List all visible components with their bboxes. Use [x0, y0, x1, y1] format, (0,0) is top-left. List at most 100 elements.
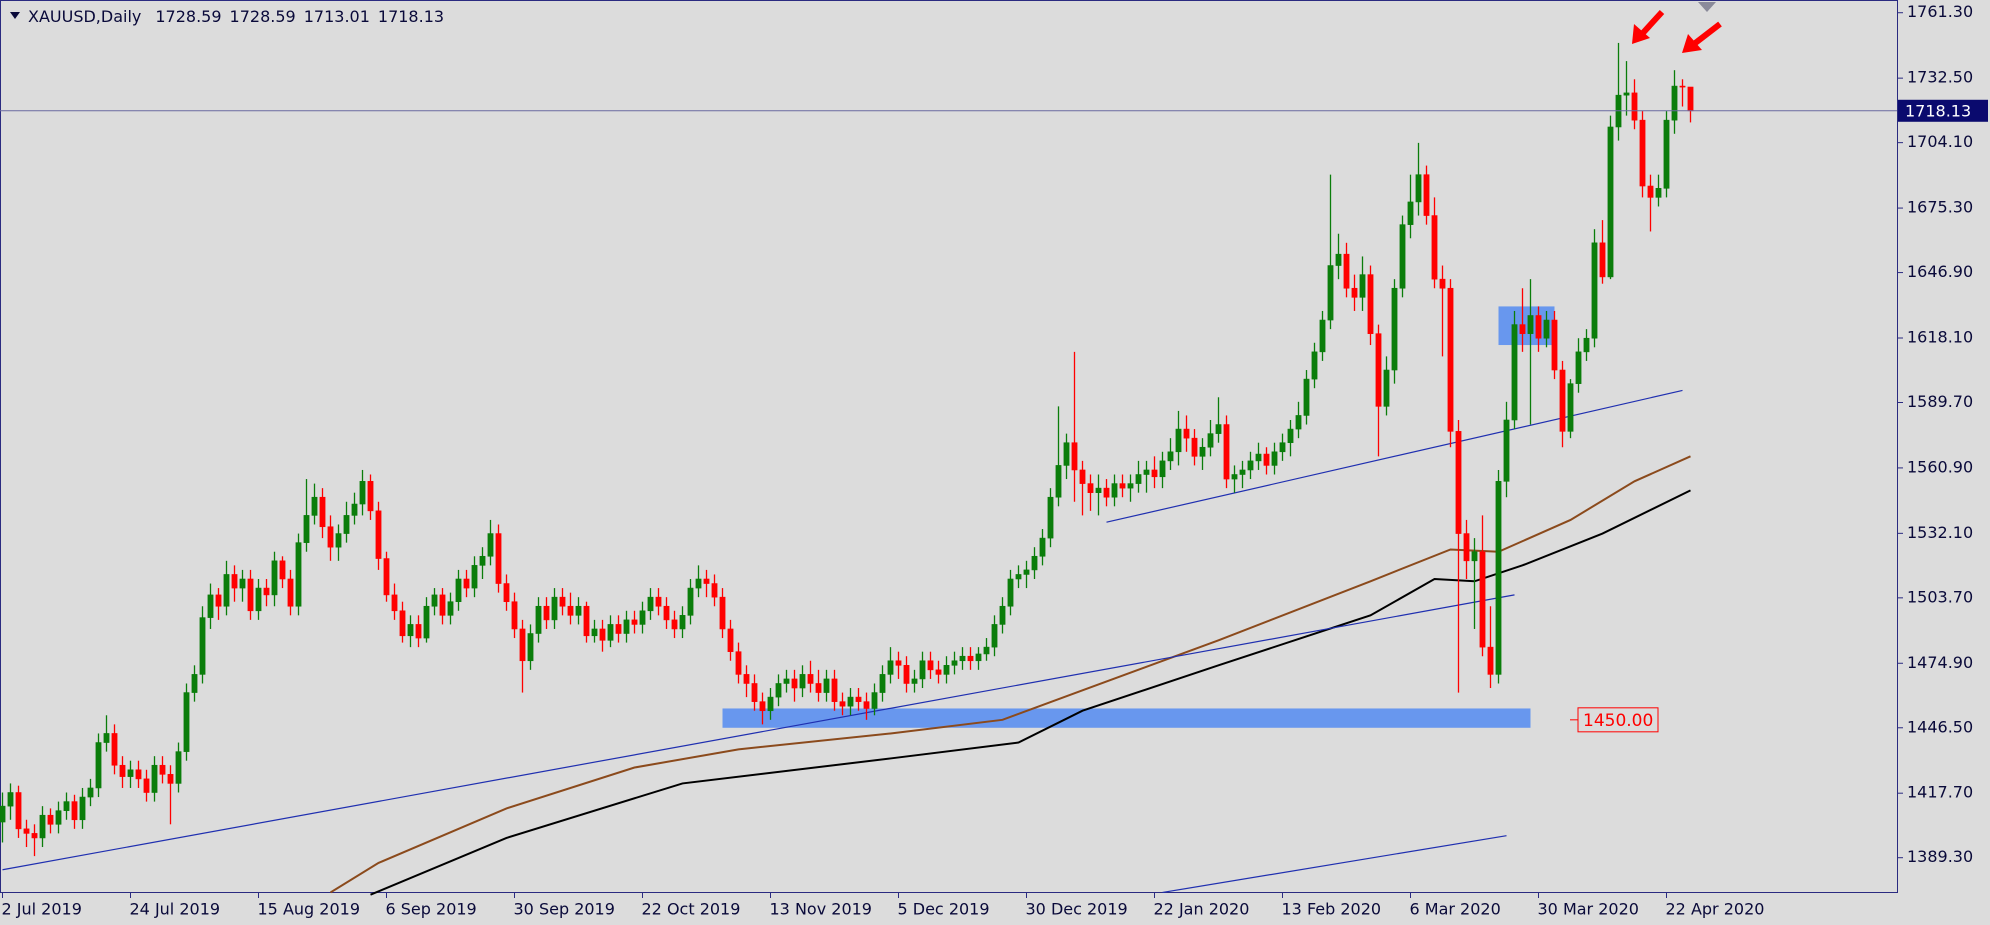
candle-body	[231, 574, 238, 589]
candle-body	[407, 624, 414, 637]
candle-body	[1511, 324, 1518, 421]
candle-body	[831, 678, 838, 702]
y-tick-label: 1560.90	[1907, 457, 1973, 476]
candle-body	[1663, 119, 1670, 189]
level-box	[1577, 707, 1659, 733]
candle-body	[919, 660, 926, 680]
candle-body	[303, 515, 310, 543]
x-tick-label: 2 Jul 2019	[2, 900, 82, 919]
candle-body	[559, 596, 566, 607]
y-tick-label: 1732.50	[1907, 68, 1973, 87]
candle-body	[823, 678, 830, 693]
candle-body	[887, 660, 894, 675]
candle-body	[1239, 469, 1246, 475]
candle-body	[903, 665, 910, 684]
candle-body	[631, 619, 638, 625]
shift-marker[interactable]	[1698, 2, 1716, 12]
candle-body	[263, 587, 270, 596]
candle-body	[1679, 85, 1686, 88]
candle-body	[143, 778, 150, 793]
candle-body	[1127, 483, 1134, 489]
candle-body	[735, 651, 742, 675]
candle-body	[543, 605, 550, 621]
candle-body	[1487, 646, 1494, 675]
y-tick-label: 1532.10	[1907, 523, 1973, 542]
x-tick-label: 22 Oct 2019	[642, 900, 741, 919]
candle-body	[1583, 337, 1590, 353]
candle-body	[1319, 319, 1326, 353]
collapse-icon[interactable]	[10, 12, 20, 19]
candle-body	[487, 533, 494, 557]
candle-body	[167, 774, 174, 784]
moving-average	[329, 455, 1691, 894]
candle-body	[967, 655, 974, 662]
candle-body	[927, 660, 934, 671]
candle-body	[1623, 92, 1630, 96]
candle-body	[119, 764, 126, 777]
header-low: 1713.01	[304, 7, 370, 26]
x-tick-label: 22 Jan 2020	[1154, 900, 1250, 919]
candle-body	[999, 605, 1006, 625]
candle-body	[343, 515, 350, 534]
candle-body	[1143, 469, 1150, 475]
candle-body	[1527, 315, 1534, 334]
candle-body	[159, 764, 166, 775]
candle-body	[895, 660, 902, 666]
candle-body	[791, 678, 798, 689]
candle-body	[983, 646, 990, 655]
x-tick-label: 24 Jul 2019	[130, 900, 221, 919]
candle-body	[1551, 319, 1558, 371]
candle-body	[1495, 481, 1502, 675]
candle-body	[743, 674, 750, 684]
candle-body	[1151, 469, 1158, 478]
candle-body	[1271, 451, 1278, 466]
candle-body	[807, 674, 814, 684]
candle-body	[1207, 433, 1214, 448]
zone	[722, 708, 1531, 728]
candle-body	[15, 792, 22, 830]
x-tick-label: 5 Dec 2019	[898, 900, 990, 919]
y-tick-label: 1446.50	[1907, 717, 1973, 736]
y-tick-label: 1646.90	[1907, 262, 1973, 281]
candle-body	[1071, 442, 1078, 471]
candle-body	[951, 660, 958, 666]
candle-body	[359, 481, 366, 505]
candle-body	[847, 696, 854, 707]
candle-body	[1391, 287, 1398, 371]
candle-body	[255, 587, 262, 612]
candle-body	[463, 578, 470, 589]
y-tick-label: 1675.30	[1907, 198, 1973, 217]
candle-body	[391, 594, 398, 612]
candle-body	[79, 796, 86, 821]
candle-body	[727, 628, 734, 652]
candle-body	[39, 814, 46, 839]
candle-body	[1447, 287, 1454, 432]
candle-body	[751, 683, 758, 702]
candle-body	[519, 628, 526, 662]
candle-body	[199, 617, 206, 675]
candle-body	[271, 560, 278, 596]
candle-body	[1671, 85, 1678, 121]
candle-body	[439, 594, 446, 616]
candle-body	[839, 701, 846, 707]
candle-body	[471, 565, 478, 589]
x-tick-label: 22 Apr 2020	[1666, 900, 1765, 919]
candle-body	[599, 628, 606, 641]
candle-body	[351, 503, 358, 516]
candle-body	[1535, 315, 1542, 339]
candle-body	[1295, 415, 1302, 430]
candle-body	[319, 496, 326, 528]
candle-body	[799, 674, 806, 689]
candle-body	[1311, 351, 1318, 380]
y-tick-label: 1417.70	[1907, 783, 1973, 802]
candle-body	[879, 674, 886, 693]
x-tick-label: 6 Mar 2020	[1410, 900, 1501, 919]
candle-body	[863, 701, 870, 709]
candle-body	[1215, 424, 1222, 434]
header-open: 1728.59	[155, 7, 221, 26]
y-tick-label: 1618.10	[1907, 327, 1973, 346]
candle-body	[1159, 460, 1166, 478]
candle-body	[1175, 428, 1182, 453]
candle-body	[1383, 369, 1390, 407]
